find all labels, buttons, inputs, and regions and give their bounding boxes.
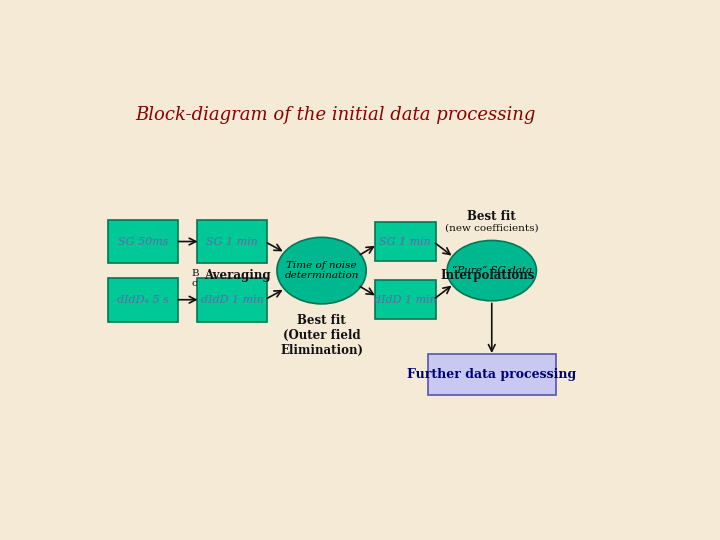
- Text: “Pure” SG data: “Pure” SG data: [451, 266, 532, 275]
- FancyBboxPatch shape: [197, 278, 267, 321]
- Text: dIdD 1 min: dIdD 1 min: [201, 295, 264, 305]
- FancyBboxPatch shape: [197, 220, 267, 264]
- Ellipse shape: [447, 240, 536, 301]
- FancyBboxPatch shape: [108, 220, 178, 264]
- FancyBboxPatch shape: [374, 222, 436, 261]
- Text: Further data processing: Further data processing: [407, 368, 577, 381]
- Text: Best fit
(Outer field
Elimination): Best fit (Outer field Elimination): [280, 314, 363, 357]
- FancyBboxPatch shape: [374, 280, 436, 320]
- Ellipse shape: [277, 238, 366, 304]
- Text: B
c: B c: [192, 268, 199, 288]
- Text: SG 50ms: SG 50ms: [118, 237, 168, 247]
- Text: Time of noise
determination: Time of noise determination: [284, 261, 359, 280]
- Text: Block-diagram of the initial data processing: Block-diagram of the initial data proces…: [135, 106, 536, 124]
- Text: Best fit: Best fit: [467, 210, 516, 223]
- FancyBboxPatch shape: [428, 354, 556, 395]
- FancyBboxPatch shape: [108, 278, 178, 321]
- Text: SG 1 min: SG 1 min: [207, 237, 258, 247]
- Text: (new coefficients): (new coefficients): [445, 224, 539, 232]
- Text: Interpolations: Interpolations: [441, 268, 535, 281]
- Text: SG 1 min: SG 1 min: [379, 237, 431, 247]
- Text: Averaging: Averaging: [204, 268, 271, 281]
- Text: dIdD₄ 5 s: dIdD₄ 5 s: [117, 295, 169, 305]
- Text: dIdD 1 min: dIdD 1 min: [374, 295, 436, 305]
